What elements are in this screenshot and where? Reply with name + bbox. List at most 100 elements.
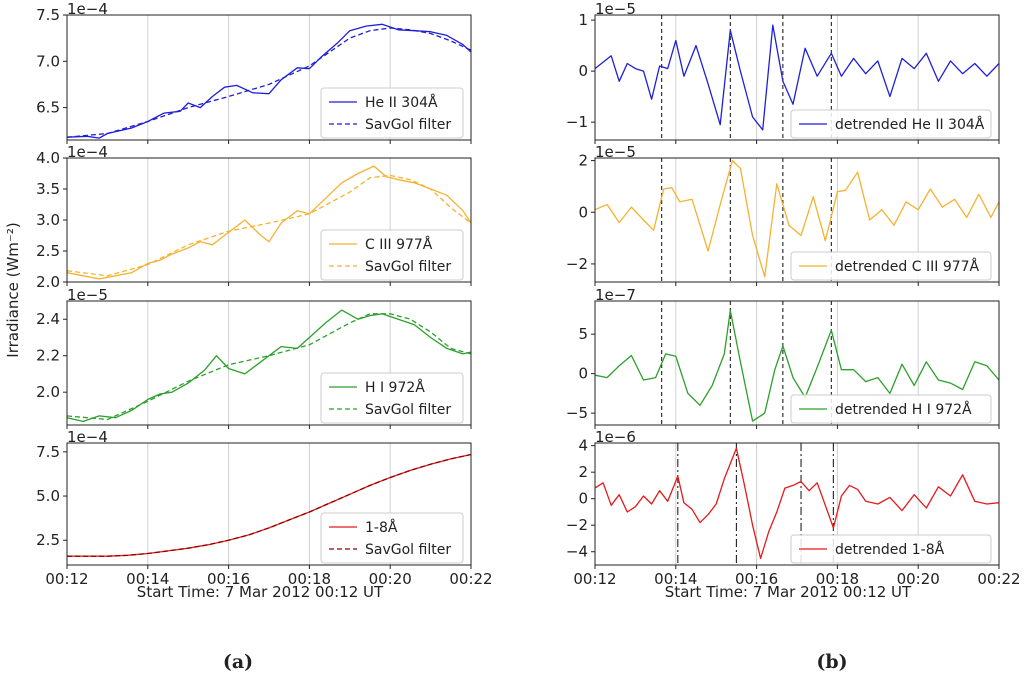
y-tick-label: −2 bbox=[566, 255, 588, 273]
series-line-0-0 bbox=[66, 23, 472, 139]
x-tick-label: 00:20 bbox=[897, 570, 940, 588]
subplot-a-2: 2.0 2.2 2.4 1e−5 H I 972Å SavGol filter bbox=[36, 286, 472, 429]
y-tick-label: 2.0 bbox=[36, 383, 60, 401]
x-tick-label: 00:14 bbox=[654, 570, 697, 588]
y-tick-label: 0 bbox=[578, 62, 588, 80]
y-tick-label: 7.5 bbox=[36, 443, 60, 461]
legend-box bbox=[320, 229, 464, 281]
y-tick-label: 2.2 bbox=[36, 347, 60, 365]
y-tick-label: 2 bbox=[578, 152, 588, 170]
legend-box bbox=[320, 87, 464, 139]
y-tick-label: −5 bbox=[566, 404, 588, 422]
y-tick-label: 0 bbox=[578, 365, 588, 383]
legend-label: 1-8Å bbox=[365, 519, 398, 536]
subplot-a-0: 6.5 7.0 7.5 1e−4 He II 304Å SavGol filter bbox=[36, 0, 472, 144]
y-tick-label: 2.5 bbox=[36, 531, 60, 549]
y-tick-label: 6.5 bbox=[36, 99, 60, 117]
fit-line-3-1 bbox=[67, 453, 472, 557]
x-tick-label: 00:12 bbox=[45, 570, 88, 588]
x-tick-label: 00:16 bbox=[735, 570, 778, 588]
x-tick-label: 00:22 bbox=[449, 570, 492, 588]
x-tick-label: 00:18 bbox=[816, 570, 859, 588]
axis-multiplier-label: 1e−4 bbox=[67, 428, 108, 446]
legend-box bbox=[790, 394, 992, 424]
axis-multiplier-label: 1e−7 bbox=[595, 286, 636, 304]
axis-multiplier-label: 1e−5 bbox=[67, 286, 108, 304]
y-tick-label: 2 bbox=[578, 463, 588, 481]
legend-label: He II 304Å bbox=[365, 94, 438, 111]
subplot-b-0: −1 0 1 1e−5 detrended He II 304Å bbox=[566, 0, 1000, 144]
x-axis-label-a: Start Time: 7 Mar 2012 00:12 UT bbox=[137, 583, 384, 601]
series-line-2-0 bbox=[66, 309, 472, 423]
legend-label: detrended He II 304Å bbox=[835, 116, 985, 133]
subplot-b-3: −4 −2 0 2 4 00:12 00:14 00:16 00:18 00:20 00:22 1e−… bbox=[566, 428, 1021, 588]
legend: H I 972Å SavGol filter bbox=[320, 372, 464, 424]
fit-line-0-1 bbox=[66, 27, 472, 138]
subplot-b-2: −5 0 5 1e−7 detrended H I 972Å bbox=[566, 286, 1000, 429]
y-axis-label: Irradiance (Wm⁻²) bbox=[4, 222, 22, 357]
axes-frame bbox=[594, 157, 1000, 283]
legend-label: detrended 1-8Å bbox=[835, 541, 945, 558]
legend: detrended H I 972Å bbox=[790, 394, 992, 424]
legend-box bbox=[790, 109, 992, 139]
legend-label: H I 972Å bbox=[365, 379, 425, 396]
y-tick-label: 2.0 bbox=[36, 273, 60, 291]
x-tick-label: 00:18 bbox=[288, 570, 331, 588]
legend-label: detrended C III 977Å bbox=[835, 258, 980, 275]
fit-line-2-1 bbox=[66, 313, 472, 421]
x-tick-label: 00:12 bbox=[573, 570, 616, 588]
series-line-6-0 bbox=[594, 309, 1000, 422]
axes-frame bbox=[594, 14, 1000, 141]
y-tick-label: 0 bbox=[578, 490, 588, 508]
fit-line-1-1 bbox=[66, 174, 472, 277]
y-tick-label: 4 bbox=[578, 437, 588, 455]
axis-multiplier-label: 1e−4 bbox=[67, 143, 108, 161]
legend: detrended C III 977Å bbox=[790, 251, 992, 281]
y-tick-label: 2.4 bbox=[36, 310, 60, 328]
legend-label: detrended H I 972Å bbox=[835, 401, 972, 418]
x-tick-label: 00:22 bbox=[977, 570, 1020, 588]
x-tick-label: 00:14 bbox=[126, 570, 169, 588]
y-tick-label: 3.0 bbox=[36, 211, 60, 229]
legend-label: SavGol filter bbox=[365, 117, 451, 133]
y-tick-label: 1 bbox=[578, 11, 588, 29]
axis-multiplier-label: 1e−6 bbox=[595, 428, 636, 446]
y-tick-label: 5 bbox=[578, 325, 588, 343]
axes-frame bbox=[66, 442, 472, 566]
panel-label-b: (b) bbox=[816, 651, 847, 673]
y-tick-label: 3.5 bbox=[36, 180, 60, 198]
legend: He II 304Å SavGol filter bbox=[320, 87, 464, 139]
y-tick-label: 2.5 bbox=[36, 242, 60, 260]
x-tick-label: 00:20 bbox=[369, 570, 412, 588]
legend-box bbox=[790, 534, 992, 564]
panel-label-a: (a) bbox=[223, 651, 253, 673]
x-tick-label: 00:16 bbox=[207, 570, 250, 588]
axes-frame bbox=[594, 300, 1000, 426]
legend-label: SavGol filter bbox=[365, 542, 451, 558]
y-tick-label: 0 bbox=[578, 203, 588, 221]
axes-frame bbox=[66, 14, 472, 141]
y-tick-label: 4.0 bbox=[36, 149, 60, 167]
subplot-a-3: 2.5 5.0 7.5 00:12 00:14 00:16 00:18 00:20 00:22 1… bbox=[36, 428, 492, 588]
legend: detrended He II 304Å bbox=[790, 109, 992, 139]
series-line-4-0 bbox=[594, 24, 1000, 131]
axes-frame bbox=[594, 442, 1000, 566]
legend: C III 977Å SavGol filter bbox=[320, 229, 464, 281]
legend-label: SavGol filter bbox=[365, 402, 451, 418]
axes-frame bbox=[66, 300, 472, 426]
series-line-7-0 bbox=[594, 447, 1000, 560]
y-tick-label: 7.0 bbox=[36, 52, 60, 70]
subplot-a-1: 2.0 2.5 3.0 3.5 4.0 1e−4 C III 977Å SavGol filt… bbox=[36, 143, 472, 291]
y-tick-label: 5.0 bbox=[36, 487, 60, 505]
series-line-5-0 bbox=[594, 159, 1000, 278]
x-axis-label-b: Start Time: 7 Mar 2012 00:12 UT bbox=[665, 583, 912, 601]
y-tick-label: −1 bbox=[566, 113, 588, 131]
axis-multiplier-label: 1e−4 bbox=[67, 0, 108, 18]
legend: detrended 1-8Å bbox=[790, 534, 992, 564]
legend-box bbox=[790, 251, 992, 281]
axis-multiplier-label: 1e−5 bbox=[595, 0, 636, 18]
y-tick-label: −2 bbox=[566, 516, 588, 534]
legend-box bbox=[320, 512, 464, 564]
